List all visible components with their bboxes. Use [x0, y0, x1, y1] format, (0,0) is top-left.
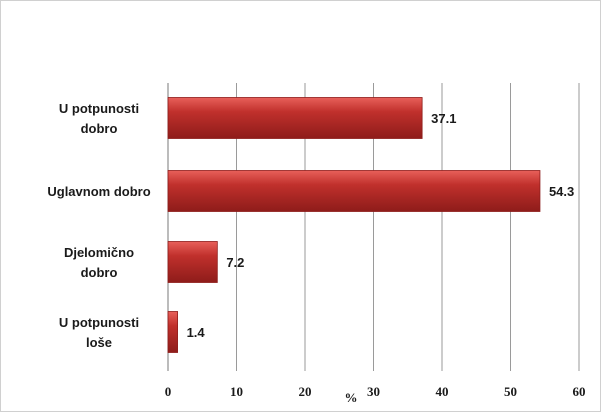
value-label-1: 37.1	[431, 111, 456, 126]
x-tick-label-40: 40	[436, 384, 449, 399]
x-tick-label-10: 10	[230, 384, 243, 399]
x-tick-label-20: 20	[299, 384, 312, 399]
bar-2	[167, 170, 541, 212]
x-tick-label-0: 0	[165, 384, 172, 399]
value-label-2: 54.3	[549, 184, 574, 199]
x-axis-label: %	[345, 390, 358, 405]
category-label-2: Uglavnom dobro	[47, 184, 150, 199]
bar-4	[167, 311, 178, 353]
category-label-4: U potpunosti loše	[59, 315, 139, 350]
bar-3	[167, 241, 218, 283]
bars	[167, 97, 541, 353]
value-label-3: 7.2	[226, 255, 244, 270]
x-tick-label-30: 30	[367, 384, 380, 399]
category-label-1: U potpunosti dobro	[59, 101, 139, 136]
x-tick-label-50: 50	[504, 384, 517, 399]
category-label-3: Djelomično dobro	[64, 245, 134, 280]
bar-1	[167, 97, 423, 139]
labels: 37.1 U potpunosti dobro 54.3 Uglavnom dobro 7…	[47, 101, 585, 405]
value-label-4: 1.4	[187, 325, 206, 340]
x-tick-label-60: 60	[573, 384, 586, 399]
